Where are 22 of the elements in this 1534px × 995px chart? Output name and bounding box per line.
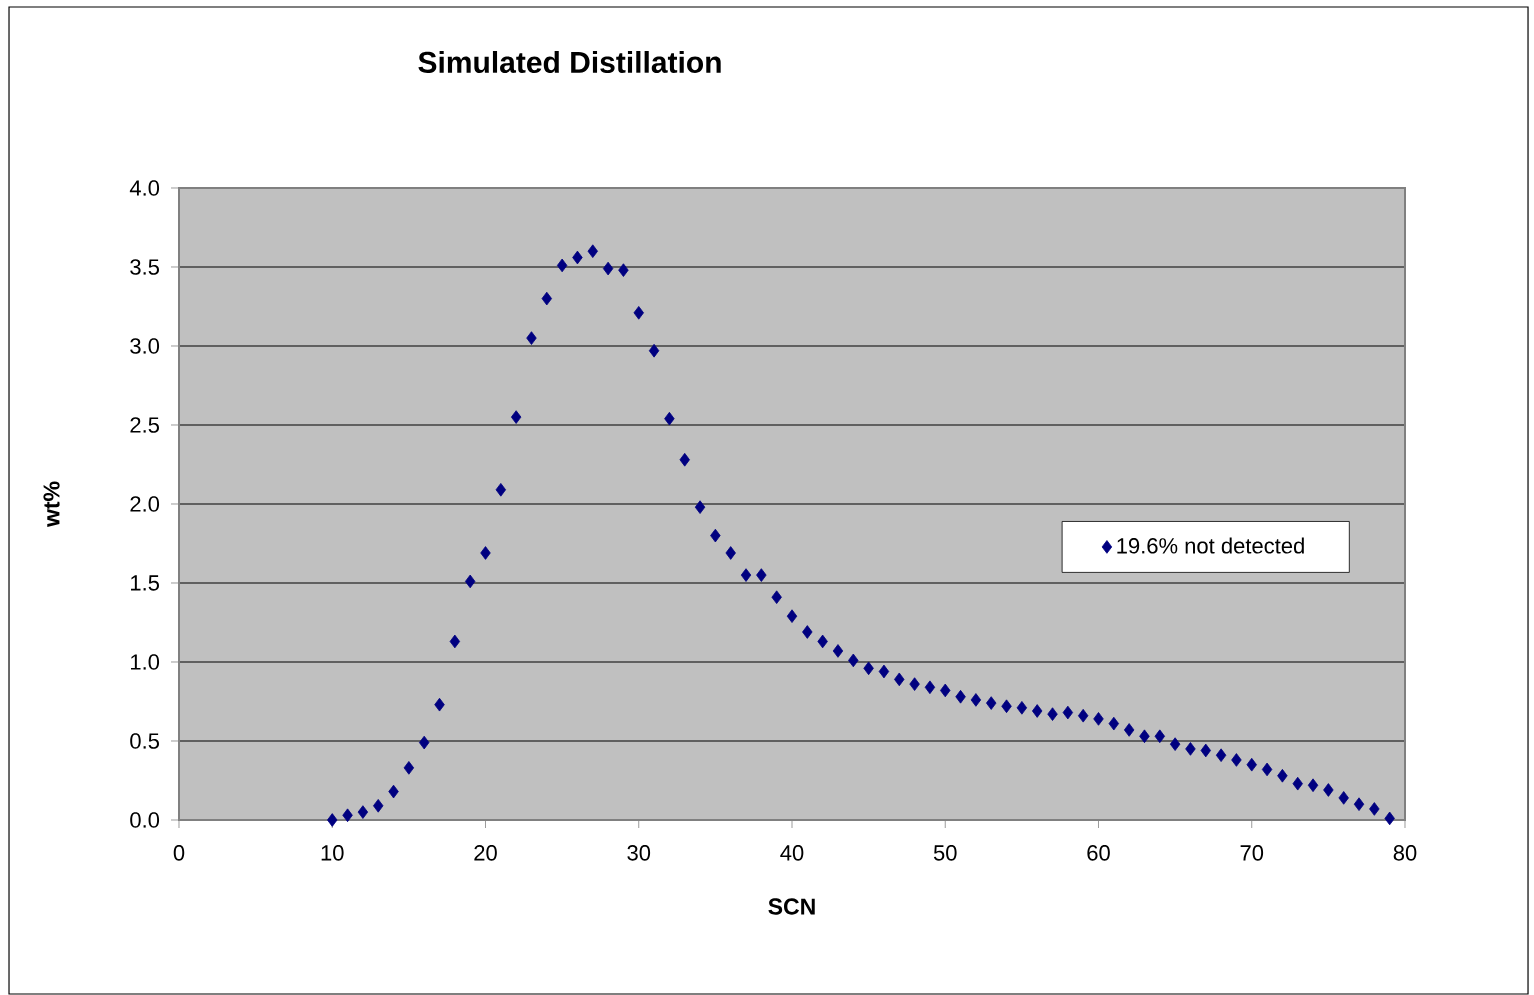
x-tick-label: 10 [321,845,344,861]
y-tick-label: 3.0 [130,338,160,354]
x-tick-label: 20 [474,845,497,861]
y-tick-label: 3.5 [130,259,159,275]
x-tick-label: 80 [1393,845,1417,861]
x-tick-label: 70 [1240,845,1264,861]
y-tick-label: 1.0 [131,654,160,670]
y-tick-label: 2.5 [130,417,159,433]
x-tick-label: 40 [780,845,804,861]
y-tick-label: 1.5 [131,575,159,591]
y-tick-label: 0.5 [130,733,159,749]
chart-title: Simulated Distillation [418,50,721,73]
legend-label: 19.6% not detected [1117,537,1304,554]
y-axis-title: wt% [43,481,60,528]
x-axis-title: SCN [768,898,815,915]
y-tick-label: 4.0 [129,180,160,196]
x-tick-label: 60 [1087,845,1110,861]
x-tick-label: 30 [627,845,651,861]
x-tick-label: 50 [933,845,957,861]
x-tick-label: 0 [173,845,185,861]
y-tick-label: 2.0 [130,496,160,512]
y-tick-label: 0.0 [130,812,160,828]
